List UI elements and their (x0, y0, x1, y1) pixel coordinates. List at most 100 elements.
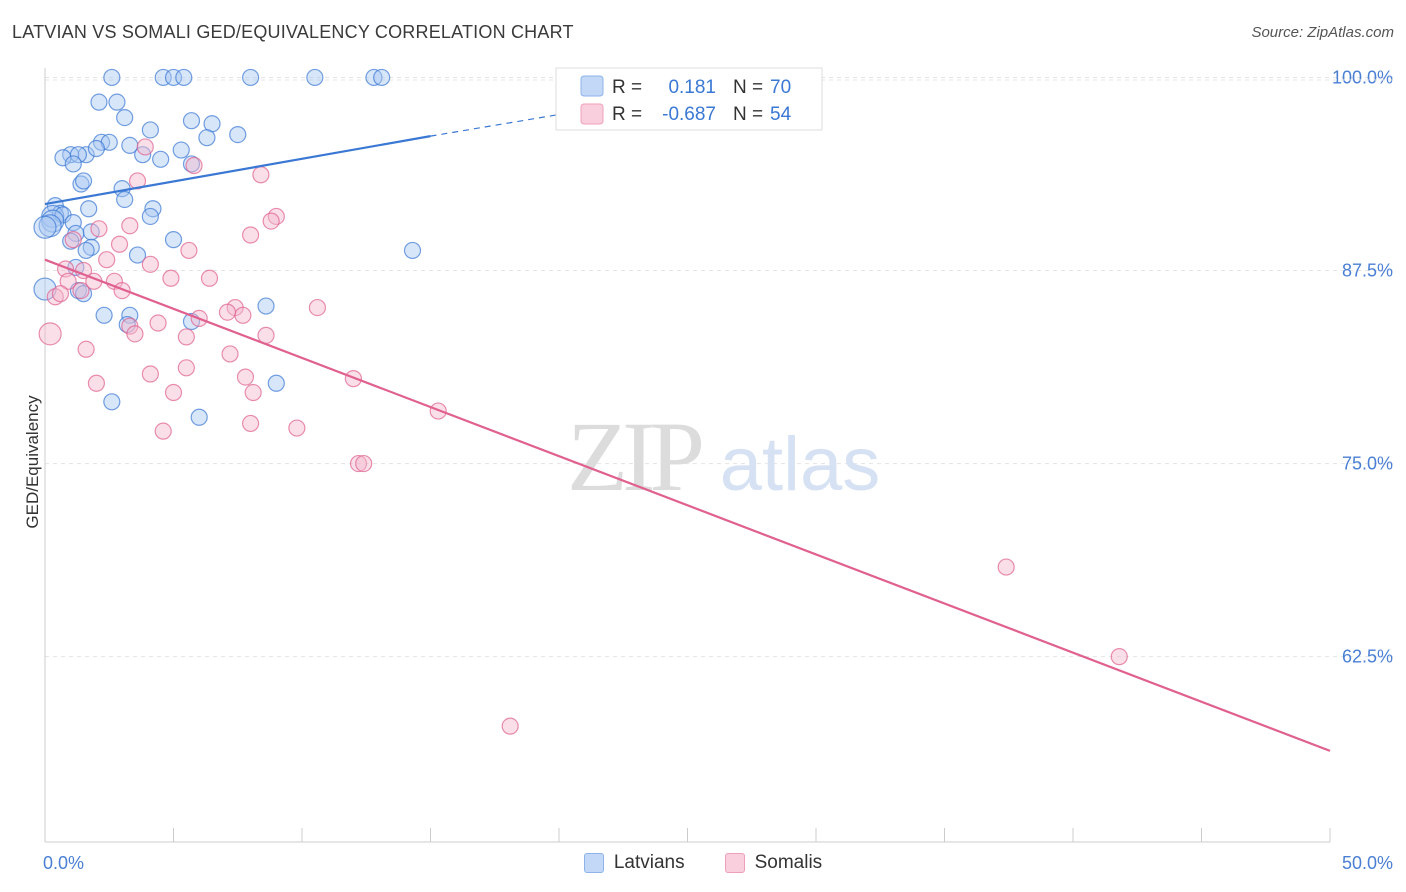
y-tick-label: 100.0% (1332, 67, 1393, 87)
series-legend: Latvians Somalis (0, 852, 1406, 874)
point-latvians (198, 129, 216, 147)
point-somalis (110, 235, 129, 253)
point-somalis (262, 212, 280, 230)
point-somalis (98, 251, 116, 269)
y-tick-label: 87.5% (1342, 261, 1393, 281)
point-somalis (64, 231, 82, 249)
point-latvians (74, 285, 93, 303)
point-somalis (90, 220, 108, 238)
legend-label-somalis: Somalis (754, 852, 823, 873)
legend-entry-latvians: Latvians (583, 852, 685, 874)
point-latvians (403, 241, 422, 260)
legend-label-latvians: Latvians (613, 852, 685, 873)
point-latvians (77, 241, 95, 260)
stats-n-label-latvians: N = (733, 77, 763, 98)
point-somalis (180, 241, 198, 260)
point-latvians (141, 207, 159, 226)
point-latvians (152, 150, 170, 168)
point-somalis (200, 269, 219, 287)
stats-legend: R = 0.181 N = 70 R = -0.687 N = 54 (555, 67, 823, 131)
point-latvians (64, 155, 82, 173)
point-latvians (116, 109, 134, 127)
point-somalis (38, 322, 62, 346)
point-somalis (128, 172, 147, 190)
axes (44, 68, 1331, 843)
stats-r-label-somalis: R = (612, 104, 642, 125)
point-somalis (349, 454, 368, 473)
grid: 62.5% 75.0% 87.5% 100.0% (45, 67, 1393, 667)
point-somalis (51, 285, 70, 303)
point-latvians (172, 141, 190, 159)
point-somalis (72, 281, 90, 300)
point-somalis (1110, 648, 1128, 666)
trend-line-somalis (44, 258, 1331, 752)
point-somalis (236, 368, 255, 386)
point-latvians (87, 139, 106, 158)
point-latvians (116, 190, 134, 209)
point-latvians (257, 297, 275, 315)
watermark-zip: ZIP (567, 401, 701, 512)
stats-n-value-latvians: 70 (770, 77, 791, 98)
stats-swatch-latvians (580, 75, 604, 97)
point-latvians (306, 68, 324, 87)
point-somalis (308, 298, 327, 317)
point-latvians (95, 306, 113, 324)
point-somalis (141, 365, 159, 383)
point-somalis (177, 359, 195, 377)
point-latvians (72, 175, 90, 193)
point-somalis (185, 156, 203, 175)
y-axis-label: GED/Equivalency (23, 395, 42, 529)
point-latvians (108, 93, 126, 111)
point-somalis (141, 255, 159, 273)
point-latvians (74, 172, 93, 190)
stats-r-label-latvians: R = (612, 77, 642, 98)
point-somalis (126, 325, 144, 343)
point-latvians (182, 112, 201, 130)
point-somalis (77, 340, 95, 358)
point-somalis (267, 207, 285, 226)
point-latvians (175, 68, 193, 87)
point-latvians (141, 121, 159, 139)
point-latvians (33, 215, 57, 239)
point-latvians (267, 374, 285, 392)
trend-lines (44, 113, 1331, 752)
point-latvians (103, 68, 121, 87)
point-somalis (164, 383, 183, 402)
point-somalis (355, 454, 373, 473)
stats-r-value-latvians: 0.181 (668, 77, 716, 98)
point-somalis (59, 272, 77, 290)
stats-n-label-somalis: N = (733, 104, 763, 125)
stats-swatch-somalis (580, 103, 604, 125)
point-latvians (103, 393, 121, 411)
point-somalis (221, 345, 239, 363)
stats-r-value-somalis: -0.687 (662, 104, 716, 125)
point-latvians (90, 93, 108, 111)
point-somalis (288, 419, 306, 437)
point-latvians (164, 231, 183, 249)
point-somalis (136, 138, 154, 156)
point-somalis (244, 383, 262, 402)
point-latvians (64, 214, 82, 232)
point-somalis (242, 414, 260, 433)
point-latvians (229, 125, 247, 144)
point-somalis (177, 328, 195, 346)
data-points (33, 68, 1128, 735)
point-somalis (121, 217, 139, 235)
point-latvians (69, 146, 88, 164)
point-latvians (190, 408, 208, 426)
x-tick-label-min: 0.0% (43, 853, 84, 873)
point-somalis (501, 717, 519, 735)
point-somalis (242, 226, 260, 244)
x-tick-label-max: 50.0% (1342, 853, 1393, 873)
point-somalis (149, 314, 167, 332)
trend-line-latvians (44, 135, 431, 206)
point-latvians (128, 246, 147, 264)
point-somalis (154, 422, 172, 440)
point-somalis (218, 303, 237, 321)
trend-line-extension-latvians (430, 113, 560, 137)
point-somalis (997, 558, 1015, 576)
point-somalis (46, 288, 64, 306)
point-somalis (162, 269, 180, 287)
point-latvians (82, 238, 100, 256)
